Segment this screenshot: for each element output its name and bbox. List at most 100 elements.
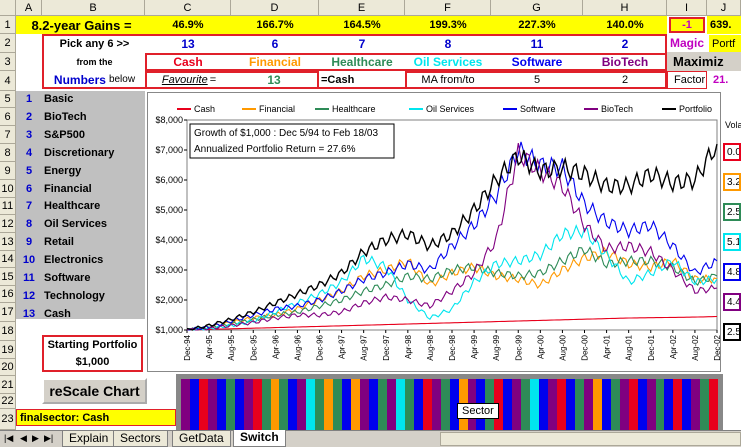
tab-explain[interactable]: Explain	[62, 431, 116, 447]
strip-segment	[216, 379, 226, 431]
pick-g[interactable]: 11	[530, 37, 544, 51]
row-header-22[interactable]: 22	[0, 394, 16, 409]
sector-header-financial[interactable]: Financial	[248, 55, 301, 69]
gains-label[interactable]: 8.2-year Gains =	[31, 17, 132, 33]
starting-portfolio-value[interactable]: $1,000	[75, 356, 110, 368]
gain-f[interactable]: 199.3%	[429, 19, 467, 31]
gain-d[interactable]: 166.7%	[256, 19, 294, 31]
sector-strip-label: Sector	[457, 403, 499, 419]
strip-segment	[351, 379, 361, 431]
col-header-h[interactable]: H	[583, 0, 667, 16]
col-header-a[interactable]: A	[16, 0, 42, 16]
tab-getdata[interactable]: GetData	[172, 431, 231, 447]
tab-switch[interactable]: Switch	[233, 430, 286, 447]
annotation-growth: Growth of $1,000 : Dec 5/94 to Feb 18/03	[194, 128, 378, 139]
gain-h[interactable]: 140.0%	[606, 19, 644, 31]
strip-segment	[369, 379, 378, 431]
pick-c[interactable]: 13	[181, 37, 195, 51]
x-tick-label: Dec-00	[581, 334, 590, 360]
row-header-18[interactable]: 18	[0, 322, 16, 341]
favourite-value[interactable]: 13	[267, 73, 281, 87]
strip-segment	[583, 379, 593, 431]
col-header-e[interactable]: E	[319, 0, 405, 16]
from-label: from the	[76, 57, 113, 67]
row-header-4[interactable]: 4	[0, 71, 16, 91]
gain-e[interactable]: 164.5%	[343, 19, 381, 31]
strip-segment	[539, 379, 549, 431]
tab-nav-prev[interactable]: ◀	[20, 433, 27, 443]
sectors-row-frame	[145, 53, 667, 71]
pick-label[interactable]: Pick any 6 >>	[59, 38, 130, 50]
row-header-7[interactable]: 7	[0, 126, 16, 144]
port-label[interactable]: Portf	[709, 35, 741, 52]
strip-segment	[261, 379, 271, 431]
row-header-6[interactable]: 6	[0, 108, 16, 126]
row-header-20[interactable]: 20	[0, 359, 16, 376]
ma-from[interactable]: 5	[533, 74, 541, 86]
x-tick-label: Apr-97	[338, 334, 347, 359]
sector-number: 8	[25, 218, 33, 231]
col-header-i[interactable]: I	[667, 0, 707, 16]
tab-nav-last[interactable]: ▶|	[44, 433, 54, 443]
strip-segment	[637, 379, 647, 431]
sector-name: Basic	[44, 93, 74, 105]
row-header-16[interactable]: 16	[0, 286, 16, 303]
corner-select-all[interactable]	[0, 0, 16, 16]
col-header-j[interactable]: J	[707, 0, 741, 16]
row-header-8[interactable]: 8	[0, 144, 16, 162]
row-header-12[interactable]: 12	[0, 215, 16, 233]
col-header-d[interactable]: D	[231, 0, 319, 16]
row-header-1[interactable]: 1	[0, 16, 16, 34]
pick-d[interactable]: 6	[271, 37, 279, 51]
row-header-17[interactable]: 17	[0, 303, 16, 322]
row-header-9[interactable]: 9	[0, 162, 16, 180]
tab-sectors[interactable]: Sectors	[113, 431, 168, 447]
sector-header-healthcare[interactable]: Healthcare	[331, 55, 393, 69]
strip-segment	[377, 379, 387, 431]
y-tick-label: $3,000	[155, 265, 183, 275]
sector-name: Financial	[44, 182, 92, 195]
row-header-2[interactable]: 2	[0, 34, 16, 53]
tab-nav-next[interactable]: ▶	[32, 433, 39, 443]
row-header-3[interactable]: 3	[0, 53, 16, 71]
y-tick-label: $8,000	[155, 115, 183, 125]
sector-header-cash[interactable]: Cash	[173, 55, 203, 69]
tab-nav-first[interactable]: |◀	[4, 433, 14, 443]
magic-label[interactable]: Magic	[669, 36, 704, 50]
pick-e[interactable]: 7	[358, 37, 366, 51]
row-header-21[interactable]: 21	[0, 376, 16, 394]
sector-header-software[interactable]: Software	[511, 55, 563, 69]
ma-to[interactable]: 2	[621, 74, 629, 86]
row-header-5[interactable]: 5	[0, 91, 16, 108]
gain-c[interactable]: 46.9%	[172, 19, 204, 31]
row-header-14[interactable]: 14	[0, 251, 16, 268]
row-header-13[interactable]: 13	[0, 233, 16, 251]
finalsector-cell[interactable]: finalsector: Cash	[16, 409, 176, 426]
col-header-g[interactable]: G	[491, 0, 583, 16]
sector-header-biotech[interactable]: BioTech	[601, 55, 649, 69]
magic-value[interactable]: -1	[669, 17, 705, 33]
row-header-11[interactable]: 11	[0, 198, 16, 215]
col-header-c[interactable]: C	[145, 0, 231, 16]
row-header-19[interactable]: 19	[0, 341, 16, 359]
horizontal-scrollbar[interactable]	[440, 432, 741, 446]
row-header-10[interactable]: 10	[0, 180, 16, 198]
sector-number: 3	[25, 128, 33, 141]
pick-f[interactable]: 8	[444, 37, 452, 51]
row-header-15[interactable]: 15	[0, 268, 16, 286]
maximize-label[interactable]: Maximiz	[667, 52, 741, 71]
volatility-box: 4.4	[723, 293, 741, 311]
sector-header-oil-services[interactable]: Oil Services	[413, 55, 483, 69]
row-header-23[interactable]: 23	[0, 409, 16, 430]
col-header-f[interactable]: F	[405, 0, 491, 16]
col-header-b[interactable]: B	[42, 0, 145, 16]
strip-segment	[691, 379, 701, 431]
pick-h[interactable]: 2	[621, 37, 629, 51]
y-tick-label: $4,000	[155, 235, 183, 245]
gain-g[interactable]: 227.3%	[518, 19, 556, 31]
factor-value[interactable]: 21.	[713, 74, 729, 86]
strip-segment	[315, 379, 325, 431]
j1-value[interactable]: 639.	[707, 16, 741, 34]
rescale-chart-button[interactable]: reScale Chart	[42, 378, 147, 404]
sector-name: Electronics	[44, 254, 104, 267]
